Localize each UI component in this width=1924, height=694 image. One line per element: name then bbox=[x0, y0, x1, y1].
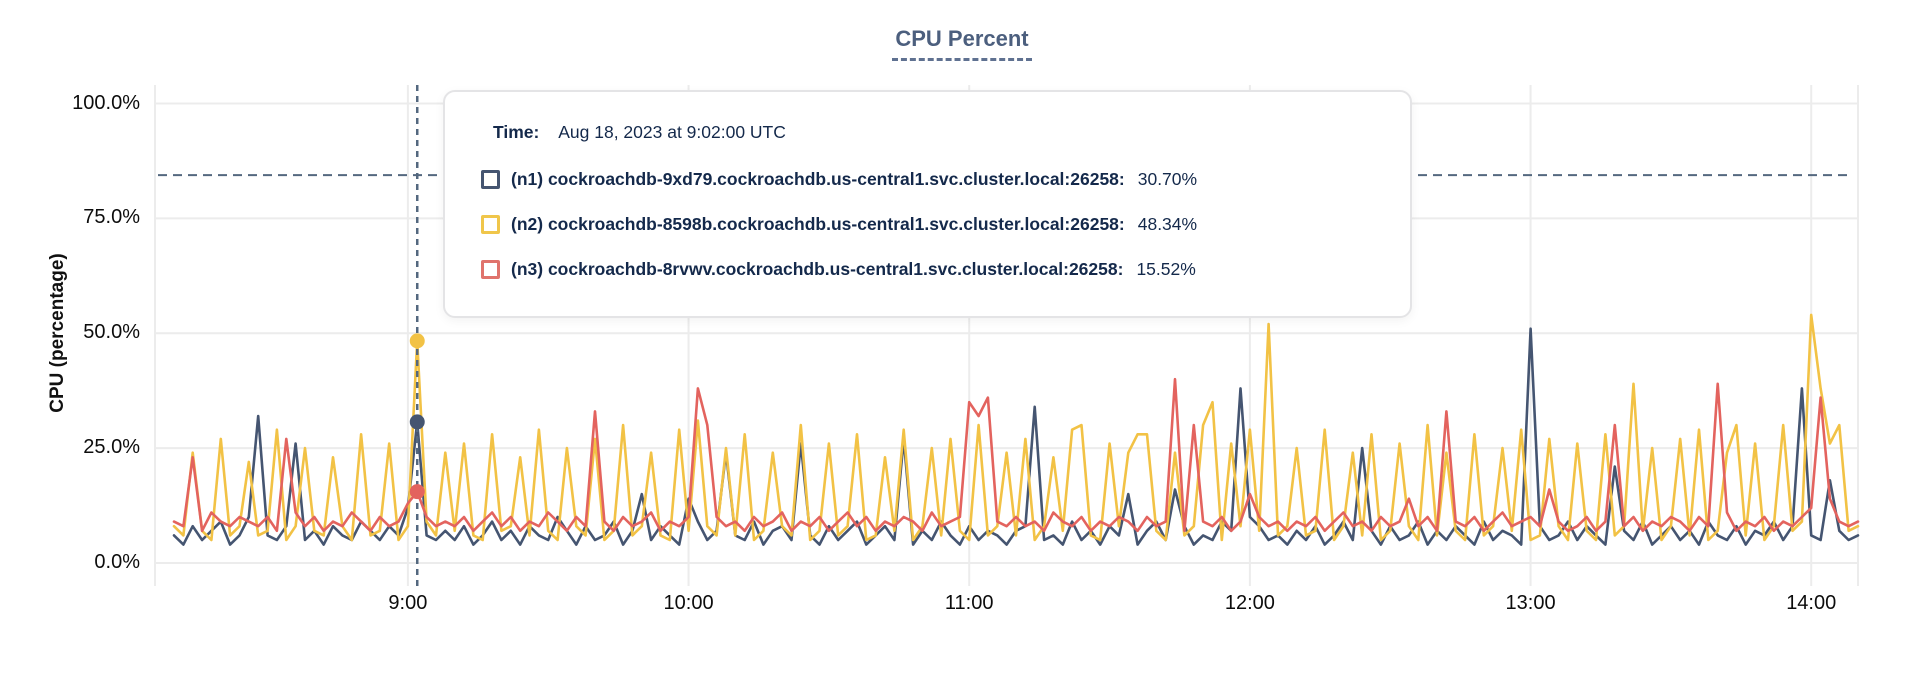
tooltip-time-row: Time: Aug 18, 2023 at 9:02:00 UTC bbox=[493, 122, 1386, 143]
y-tick-label: 25.0% bbox=[83, 436, 140, 459]
tooltip-series-row-n2: (n2) cockroachdb-8598b.cockroachdb.us-ce… bbox=[481, 202, 1386, 247]
x-tick-label: 14:00 bbox=[1786, 592, 1837, 614]
tooltip-series-row-n3: (n3) cockroachdb-8rvwv.cockroachdb.us-ce… bbox=[481, 247, 1386, 292]
series-n3-swatch-icon bbox=[481, 260, 500, 279]
y-tick-label: 50.0% bbox=[83, 321, 140, 344]
series-n3-value: 15.52% bbox=[1136, 259, 1196, 279]
series-n3-label: (n3) cockroachdb-8rvwv.cockroachdb.us-ce… bbox=[511, 259, 1124, 279]
chart-title-text[interactable]: CPU Percent bbox=[892, 26, 1032, 61]
y-tick-label: 75.0% bbox=[83, 206, 140, 229]
x-tick-label: 13:00 bbox=[1505, 592, 1556, 614]
x-tick-label: 12:00 bbox=[1224, 592, 1275, 614]
series-n1-label: (n1) cockroachdb-9xd79.cockroachdb.us-ce… bbox=[511, 169, 1125, 189]
x-tick-label: 9:00 bbox=[388, 592, 428, 614]
series-n2-swatch-icon bbox=[481, 215, 500, 234]
series-n2-label: (n2) cockroachdb-8598b.cockroachdb.us-ce… bbox=[511, 214, 1125, 234]
y-tick-label: 100.0% bbox=[72, 91, 140, 114]
x-tick-label: 11:00 bbox=[944, 592, 994, 614]
series-n1-value: 30.70% bbox=[1137, 169, 1198, 189]
series-n1-swatch-icon bbox=[481, 170, 500, 189]
tooltip-series-row-n1: (n1) cockroachdb-9xd79.cockroachdb.us-ce… bbox=[481, 157, 1386, 202]
hover-tooltip: Time: Aug 18, 2023 at 9:02:00 UTC (n1) c… bbox=[443, 90, 1412, 318]
tooltip-time-label: Time: bbox=[493, 122, 540, 142]
tooltip-time-value: Aug 18, 2023 at 9:02:00 UTC bbox=[558, 122, 786, 142]
x-tick-label: 10:00 bbox=[663, 592, 714, 614]
chart-title: CPU Percent bbox=[0, 26, 1924, 61]
series-n2-value: 48.34% bbox=[1137, 214, 1198, 234]
y-tick-label: 0.0% bbox=[94, 551, 140, 573]
